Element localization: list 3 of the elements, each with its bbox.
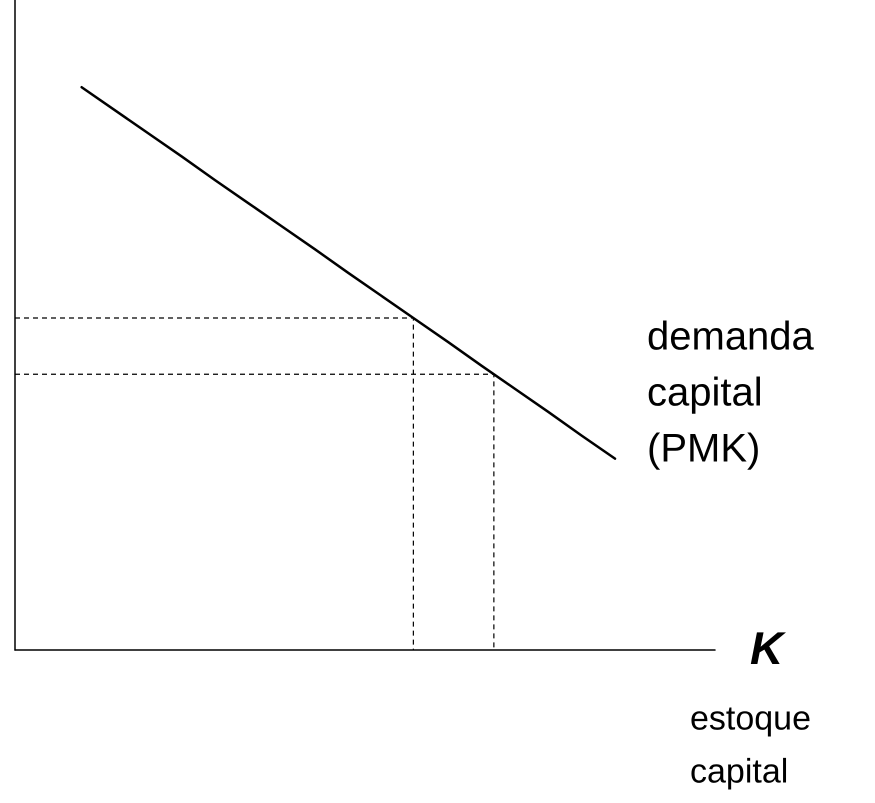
x-axis-title: K (750, 622, 786, 674)
text: estoque capital (690, 700, 820, 790)
series-label: demanda capital (PMK) (647, 314, 825, 471)
